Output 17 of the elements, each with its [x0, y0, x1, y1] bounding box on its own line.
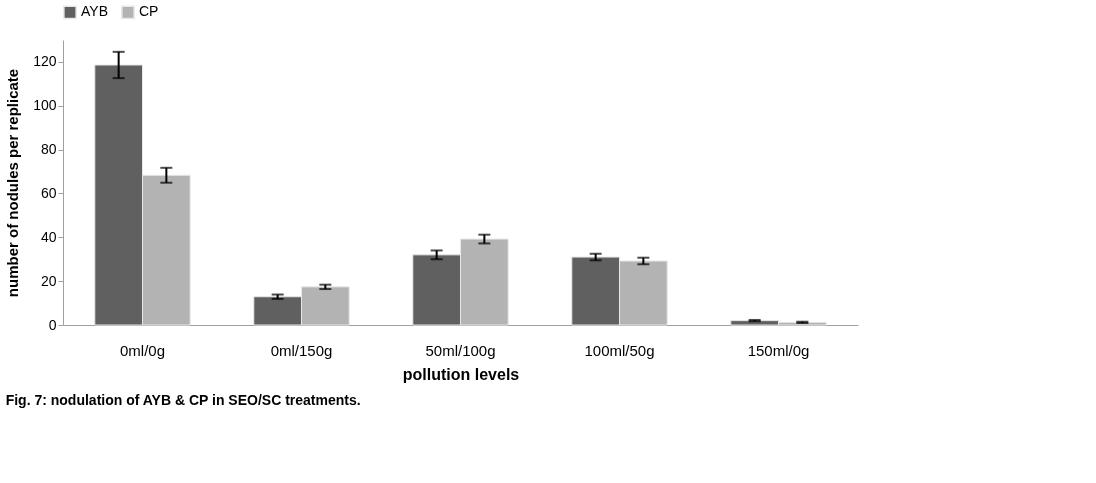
- y-tick-label: 60: [40, 184, 57, 201]
- y-tick-label: 20: [40, 272, 57, 289]
- x-tick-label: 0ml/0g: [119, 341, 166, 359]
- y-tick-label: 40: [40, 228, 57, 245]
- x-tick-label: 0ml/150g: [270, 341, 333, 359]
- y-tick-label: 120: [33, 53, 57, 70]
- y-tick-label: 0: [48, 316, 57, 333]
- caption: Fig. 7: nodulation of AYB & CP in SEO/SC treatments.: [5, 392, 361, 408]
- x-axis-title: pollution levels: [402, 365, 520, 383]
- x-tick-label: 100ml/50g: [584, 341, 655, 359]
- y-axis-title: number of nodules per replicate: [4, 68, 22, 298]
- y-tick-label: 80: [40, 141, 57, 158]
- y-tick-label: 100: [33, 97, 57, 114]
- x-tick-label: 150ml/0g: [747, 341, 810, 359]
- legend-label: CP: [139, 3, 159, 20]
- x-tick-label: 50ml/100g: [425, 341, 496, 359]
- legend-label: AYB: [81, 3, 108, 20]
